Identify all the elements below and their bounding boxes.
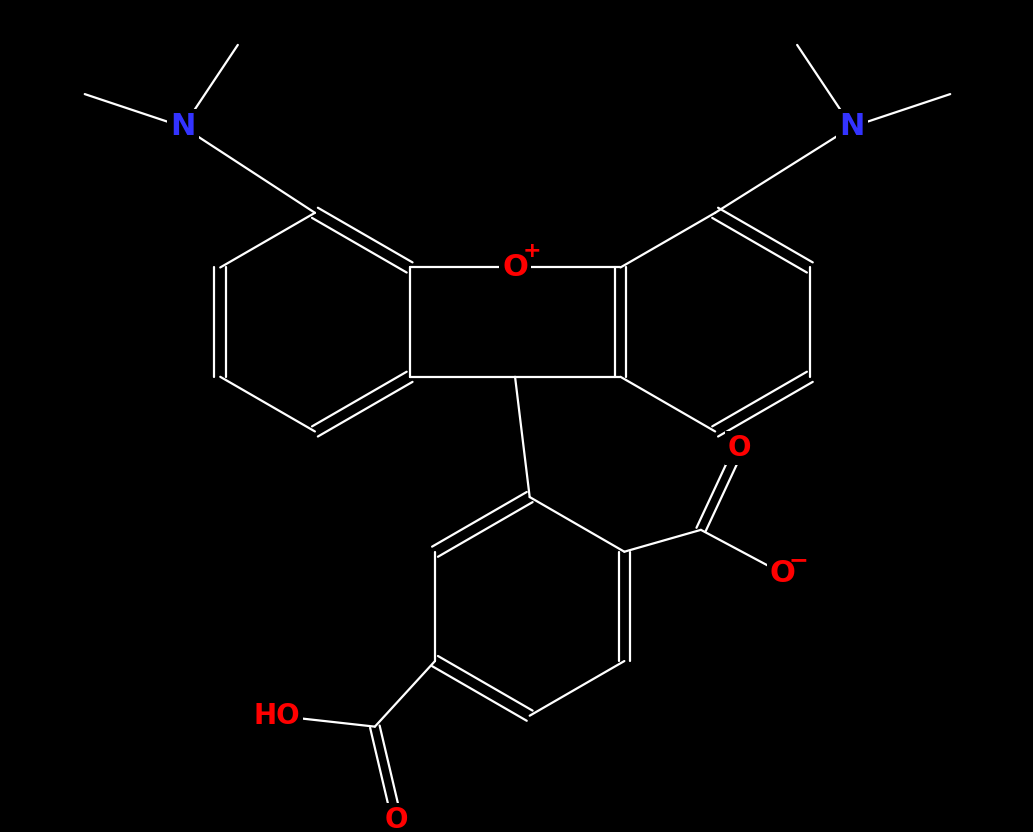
Text: N: N <box>170 112 196 141</box>
Text: N: N <box>839 112 865 141</box>
Text: −: − <box>788 548 809 572</box>
Text: O: O <box>385 805 408 832</box>
Text: HO: HO <box>253 701 300 730</box>
Text: O: O <box>727 433 751 462</box>
Text: +: + <box>523 241 541 261</box>
Text: O: O <box>502 253 528 282</box>
Text: O: O <box>770 559 795 588</box>
